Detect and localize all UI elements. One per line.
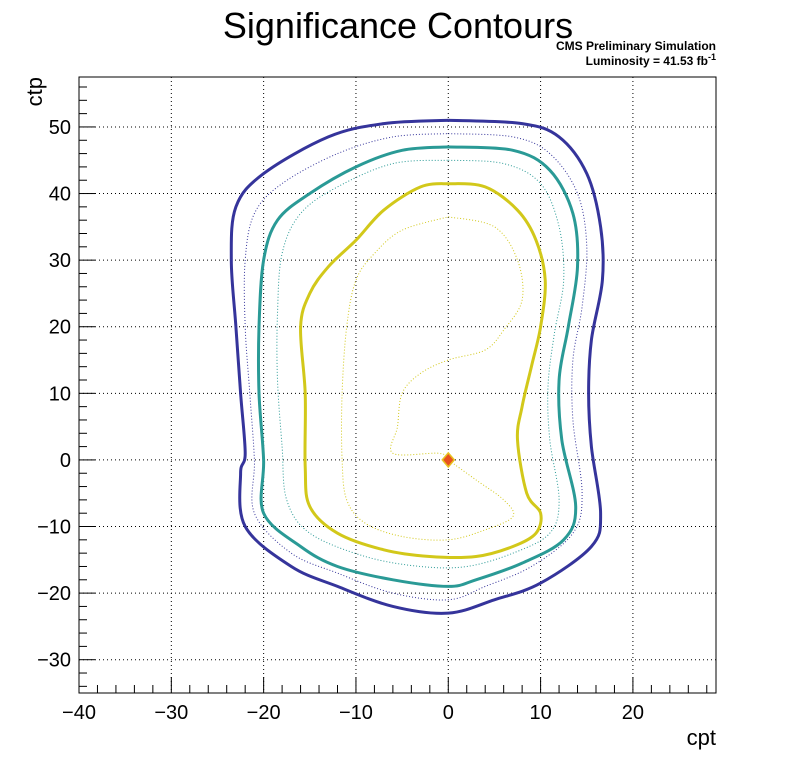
axis-ticks xyxy=(78,86,708,693)
contour-group xyxy=(229,118,605,615)
x-tick-label: 20 xyxy=(622,702,644,724)
y-tick-label: 10 xyxy=(49,383,71,405)
y-tick-label: 50 xyxy=(49,117,71,139)
contour-solid xyxy=(256,145,580,588)
grid-lines xyxy=(78,77,716,693)
y-tick-label: 20 xyxy=(49,317,71,339)
luminosity-label: Luminosity = 41.53 fb-1 xyxy=(586,52,716,68)
y-tick-label: 30 xyxy=(49,250,71,272)
y-tick-label: −10 xyxy=(37,517,71,539)
y-tick-label: 40 xyxy=(49,184,71,206)
contour-dotted xyxy=(276,159,565,569)
best-fit-marker-group xyxy=(441,451,456,469)
y-axis-label: ctp xyxy=(22,77,47,106)
contour-dotted xyxy=(243,133,588,601)
x-tick-label: 10 xyxy=(529,702,551,724)
x-tick-label: −40 xyxy=(62,702,96,724)
x-tick-label: −30 xyxy=(154,702,188,724)
contour-dotted xyxy=(341,216,524,541)
plot-frame xyxy=(78,76,717,694)
luminosity-text: Luminosity = 41.53 fb xyxy=(586,54,708,68)
chart-title: Significance Contours xyxy=(223,5,573,46)
y-tick-labels: −30 −20 −10 0 10 20 30 40 50 xyxy=(37,117,71,672)
x-tick-label: 0 xyxy=(443,702,454,724)
luminosity-exponent: -1 xyxy=(708,52,716,62)
cms-label: CMS Preliminary Simulation xyxy=(556,39,716,53)
y-tick-label: −20 xyxy=(37,583,71,605)
x-tick-label: −20 xyxy=(247,702,281,724)
x-tick-label: −10 xyxy=(339,702,373,724)
contour-solid xyxy=(229,118,605,615)
best-fit-marker xyxy=(441,451,456,469)
x-axis-label: cpt xyxy=(687,725,716,750)
x-tick-labels: −40 −30 −20 −10 0 10 20 xyxy=(62,702,644,724)
contour-solid xyxy=(299,182,547,560)
y-tick-label: 0 xyxy=(60,450,71,472)
y-tick-label: −30 xyxy=(37,650,71,672)
